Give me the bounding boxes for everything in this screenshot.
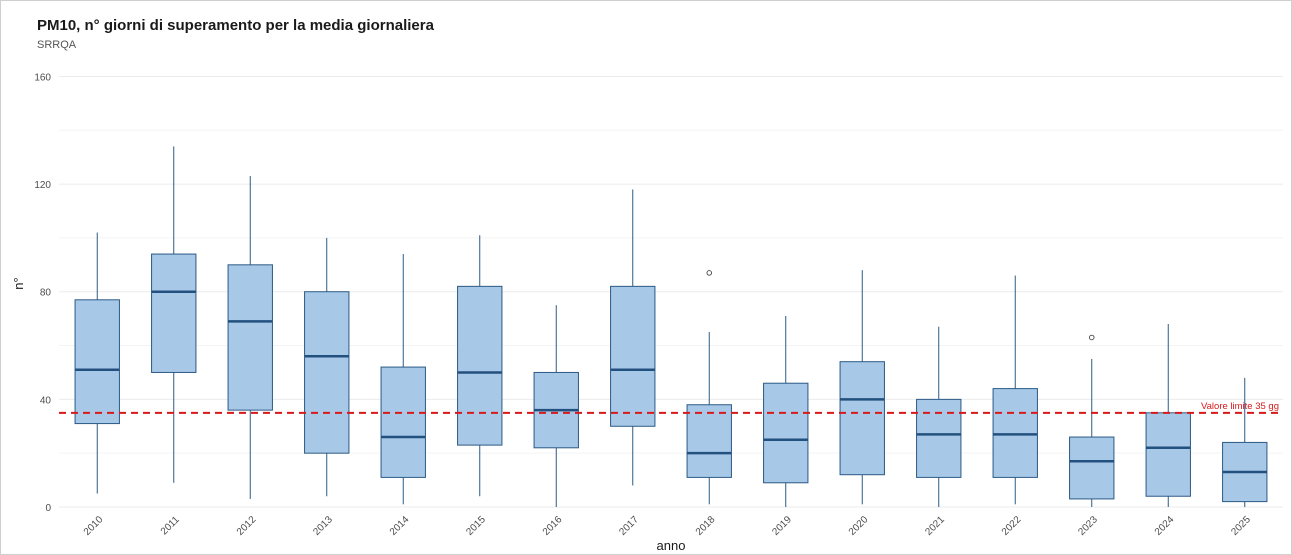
box-2010	[74, 299, 120, 425]
x-tick-label: 2015	[464, 514, 488, 538]
x-tick-label: 2016	[541, 514, 565, 538]
x-axis-label: anno	[657, 538, 686, 553]
x-tick-label: 2011	[159, 514, 182, 537]
box-2013	[304, 291, 350, 454]
y-axis-label: n°	[11, 277, 26, 289]
x-tick-label: 2021	[923, 514, 947, 538]
x-tick-label: 2019	[770, 514, 794, 538]
x-tick-label: 2010	[82, 514, 106, 538]
box-2017	[610, 285, 656, 427]
x-tick-label: 2020	[847, 514, 871, 538]
x-tick-label: 2025	[1229, 514, 1253, 538]
x-tick-label: 2024	[1153, 514, 1177, 538]
x-tick-label: 2018	[694, 514, 718, 538]
box-2023	[1069, 436, 1115, 500]
box-2015	[457, 285, 503, 446]
reference-line-label: Valore limite 35 gg	[1201, 401, 1279, 412]
y-tick-label: 40	[40, 395, 52, 406]
box-2014	[380, 366, 426, 478]
x-tick-label: 2023	[1076, 514, 1100, 538]
x-tick-label: 2014	[388, 514, 412, 538]
x-tick-label: 2013	[311, 514, 335, 538]
box-2020	[839, 361, 885, 476]
y-tick-label: 80	[40, 288, 52, 299]
box-2018	[686, 404, 732, 478]
x-tick-label: 2012	[235, 514, 259, 538]
y-tick-label: 120	[34, 180, 51, 191]
outlier-point	[1088, 334, 1095, 341]
outlier-point	[706, 270, 713, 276]
box-2022	[992, 388, 1038, 478]
x-tick-label: 2017	[617, 514, 641, 538]
y-tick-label: 0	[45, 503, 51, 514]
box-2019	[763, 382, 809, 484]
chart-title: PM10, n° giorni di superamento per la me…	[37, 17, 434, 34]
box-2024	[1145, 412, 1191, 497]
y-tick-label: 160	[34, 72, 51, 83]
box-2021	[916, 398, 962, 478]
box-2012	[227, 264, 273, 411]
box-2011	[151, 253, 197, 373]
chart-subtitle: SRRQA	[37, 39, 77, 51]
x-tick-label: 2022	[1000, 514, 1024, 538]
